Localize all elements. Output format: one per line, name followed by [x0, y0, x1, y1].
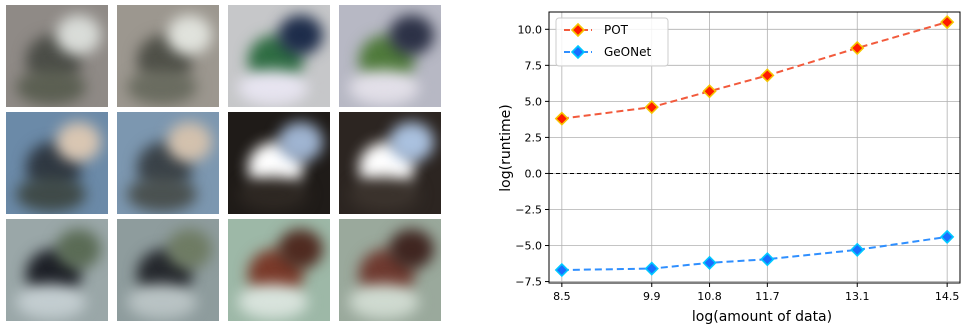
image-blob [127, 177, 197, 212]
image-tile [339, 112, 441, 214]
data-point-pot [760, 68, 775, 83]
series-line-geonet [561, 235, 948, 272]
image-blob [278, 122, 323, 162]
image-blob [127, 70, 197, 105]
image-blob [16, 177, 86, 212]
image-blob [167, 15, 212, 55]
y-tick-label: 2.5 [525, 131, 543, 144]
image-blob [16, 284, 86, 319]
x-tick-label: 11.7 [755, 290, 780, 303]
image-blob [167, 122, 212, 162]
y-axis-label: log(runtime) [498, 104, 514, 191]
image-blob [349, 177, 419, 212]
plot-frame [548, 11, 961, 284]
x-tick-label: 9.9 [643, 290, 661, 303]
image-blob [389, 229, 434, 269]
image-blob [56, 15, 101, 55]
image-tile [339, 219, 441, 321]
data-point-geonet [702, 255, 717, 270]
legend-marker-geonet [570, 44, 586, 60]
data-point-pot [940, 14, 955, 30]
image-blob [238, 70, 308, 105]
image-blob [238, 284, 308, 319]
legend-marker-pot [570, 22, 586, 38]
y-tick-label: 0.0 [525, 167, 543, 180]
legend: POT GeONet [555, 17, 669, 67]
image-blob [56, 122, 101, 162]
image-blob [278, 229, 323, 269]
image-tile [228, 112, 330, 214]
y-tick-label: −5.0 [515, 240, 542, 253]
image-blob [127, 284, 197, 319]
image-tile [228, 5, 330, 107]
runtime-chart: 8.5 9.9 10.8 11.7 13.1 14.5 −7.5 −5.0 −2.5 0.0 2.5… [498, 11, 961, 325]
image-grid [0, 0, 445, 326]
x-tick-label: 8.5 [553, 290, 571, 303]
data-point-pot [850, 40, 865, 56]
x-tick-label: 10.8 [697, 290, 722, 303]
image-blob [16, 70, 86, 105]
data-point-pot [644, 100, 659, 115]
image-tile [339, 5, 441, 107]
image-blob [389, 15, 434, 55]
legend-label-pot: POT [604, 23, 629, 37]
data-point-geonet [554, 262, 569, 278]
y-tick-label: 10.0 [518, 23, 543, 36]
image-tile [117, 112, 219, 214]
data-point-pot [702, 84, 717, 99]
image-tile [117, 219, 219, 321]
legend-label-geonet: GeONet [604, 45, 651, 59]
data-point-geonet [940, 229, 955, 245]
image-blob [167, 229, 212, 269]
x-tick-label: 13.1 [845, 290, 870, 303]
y-tick-label: −2.5 [515, 203, 542, 216]
image-tile [117, 5, 219, 107]
x-axis-label: log(amount of data) [692, 309, 832, 325]
image-tile [6, 219, 108, 321]
image-blob [278, 15, 323, 55]
data-point-pot [554, 111, 569, 126]
image-blob [238, 177, 308, 212]
data-point-geonet [850, 242, 865, 257]
data-point-geonet [644, 261, 659, 276]
image-blob [389, 122, 434, 162]
y-tick-label: 5.0 [525, 95, 543, 108]
image-tile [6, 112, 108, 214]
image-tile [6, 5, 108, 107]
image-blob [349, 70, 419, 105]
data-point-geonet [760, 252, 775, 267]
y-tick-label: 7.5 [525, 59, 543, 72]
x-tick-label: 14.5 [935, 290, 960, 303]
image-blob [349, 284, 419, 319]
image-blob [56, 229, 101, 269]
image-tile [228, 219, 330, 321]
y-tick-label: −7.5 [515, 276, 542, 289]
series-line-pot [561, 21, 948, 120]
